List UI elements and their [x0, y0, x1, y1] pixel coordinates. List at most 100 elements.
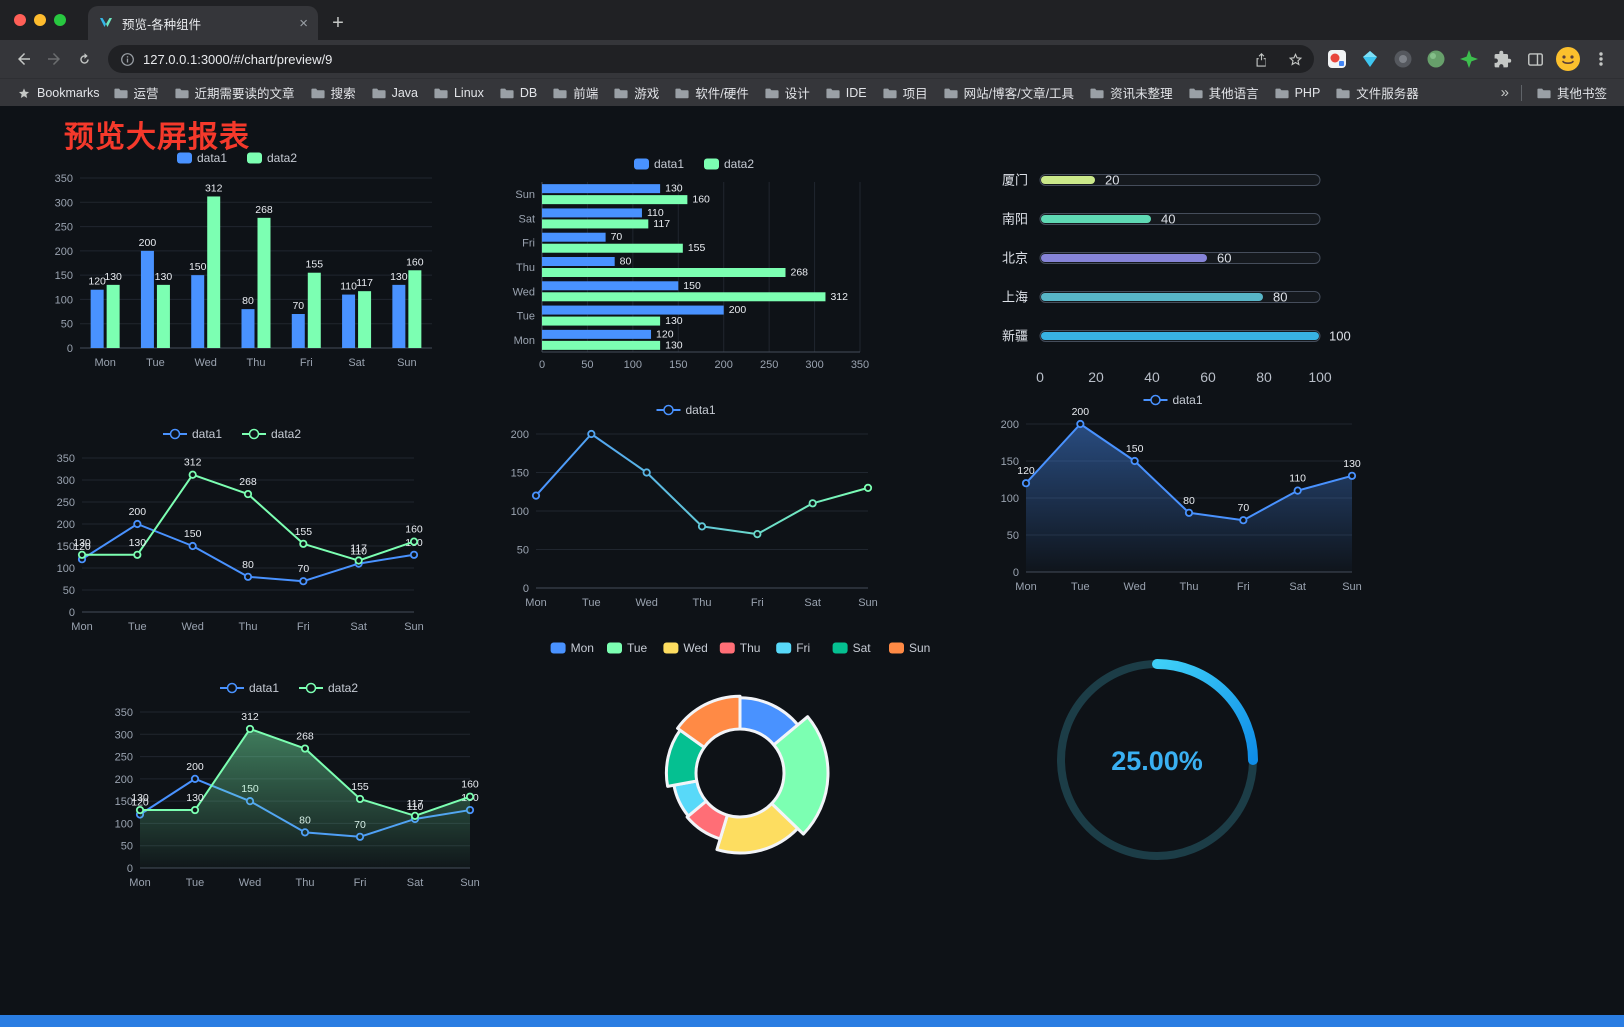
page-title: 预览大屏报表	[64, 121, 250, 154]
svg-text:130: 130	[665, 183, 683, 195]
bookmark-folder-label: PHP	[1294, 85, 1321, 100]
folder-icon	[1275, 88, 1289, 98]
bookmark-folder-label: 资讯未整理	[1110, 87, 1173, 101]
svg-text:150: 150	[57, 541, 75, 553]
bookmark-folder[interactable]: 前端	[546, 80, 605, 105]
svg-text:50: 50	[121, 841, 133, 853]
bookmark-folder[interactable]: 游戏	[607, 80, 666, 105]
url-text[interactable]: 127.0.0.1:3000/#/chart/preview/9	[143, 51, 333, 67]
folder-icon	[1090, 88, 1104, 98]
bookmark-folder[interactable]: DB	[493, 83, 544, 103]
capsule-progress-chart[interactable]: 厦门 20 南阳 40 北京 60 上海 80 新疆 100 0 20 40 60 80 100	[986, 160, 1364, 398]
extensions-puzzle-icon[interactable]	[1489, 46, 1515, 72]
bookmarks-overflow-chevron[interactable]: »	[1500, 84, 1509, 101]
dual-line-area-chart[interactable]: data1 data2 0 50 100 150 200 250 300 350 Mon Tue Wed…	[96, 676, 486, 902]
bookmarks-divider	[1520, 84, 1522, 101]
line-chart-svg: data1 data2 0 50 100 150 200 250 300 350 Mon Tue Wed…	[57, 427, 424, 633]
tab-favicon-icon	[98, 15, 114, 31]
extension-blue-gem-icon[interactable]	[1357, 46, 1383, 72]
bookmark-folder[interactable]: Java	[365, 83, 425, 103]
back-button[interactable]	[10, 45, 38, 73]
svg-text:200: 200	[1001, 419, 1019, 431]
legend-item: data2	[247, 151, 297, 165]
share-icon[interactable]	[1248, 46, 1274, 72]
bookmark-folder[interactable]: PHP	[1268, 83, 1328, 103]
dual-line-chart[interactable]: data1 data2 0 50 100 150 200 250 300 350 Mon Tue Wed…	[38, 422, 430, 646]
bookmark-folder-label: 设计	[784, 87, 810, 101]
extension-red-icon[interactable]	[1324, 46, 1350, 72]
reload-button[interactable]	[70, 45, 98, 73]
site-info-icon[interactable]	[120, 52, 135, 67]
svg-text:Sat: Sat	[1289, 581, 1306, 593]
profile-avatar[interactable]	[1555, 46, 1581, 72]
legend-item: data1	[177, 151, 227, 165]
bookmark-folder[interactable]: 其他语言	[1182, 80, 1266, 105]
svg-text:268: 268	[790, 267, 808, 279]
bookmark-folder[interactable]: 软件/硬件	[668, 80, 755, 105]
bookmark-star-icon[interactable]	[1282, 46, 1308, 72]
legend-item: Wed	[663, 641, 708, 655]
other-bookmarks-folder[interactable]: 其他书签	[1530, 80, 1614, 105]
svg-text:150: 150	[1126, 443, 1144, 455]
area-line-chart[interactable]: data1 0 50 100 150 200 Mon Tue Wed Thu Fri Sat Sun 12…	[982, 388, 1368, 606]
minimize-window-button[interactable]	[34, 14, 46, 26]
extension-green-star-icon[interactable]	[1456, 46, 1482, 72]
svg-text:155: 155	[295, 526, 313, 538]
svg-text:150: 150	[115, 796, 133, 808]
svg-text:100: 100	[1001, 493, 1019, 505]
address-bar[interactable]: 127.0.0.1:3000/#/chart/preview/9	[108, 45, 1314, 73]
svg-text:200: 200	[186, 761, 204, 773]
svg-text:data1: data1	[1173, 393, 1203, 407]
grouped-bar-chart[interactable]: data1 data2 0 50 100 150 200 250 300 350 Mon 120 130…	[38, 146, 440, 378]
svg-text:data2: data2	[271, 427, 301, 441]
svg-text:50: 50	[581, 359, 593, 371]
bookmark-folder-label: 前端	[573, 87, 599, 101]
bookmarks-root-item[interactable]: Bookmarks	[10, 83, 107, 103]
forward-button[interactable]	[40, 45, 68, 73]
folder-icon	[675, 88, 689, 98]
new-tab-button[interactable]: +	[332, 11, 344, 34]
legend-item: Fri	[776, 641, 810, 655]
bookmark-folder[interactable]: 资讯未整理	[1083, 80, 1180, 105]
bookmark-folder[interactable]: 项目	[876, 80, 935, 105]
bookmark-folder[interactable]: IDE	[819, 83, 874, 103]
extensions-area	[1324, 46, 1614, 72]
line-chart-svg: data1 0 50 100 150 200 Mon Tue Wed Thu Fri Sat Sun	[511, 403, 878, 609]
folder-icon	[553, 88, 567, 98]
donut-chart[interactable]: Mon Tue Wed Thu Fri Sat Sun	[540, 634, 940, 884]
bookmarks-bar-right: » 其他书签	[1497, 80, 1614, 105]
svg-text:40: 40	[1144, 369, 1160, 385]
horizontal-bar-chart[interactable]: data1 data2 0 50 100 150 200 250 300 350 Mon 120 130…	[496, 152, 896, 382]
close-window-button[interactable]	[14, 14, 26, 26]
fullscreen-window-button[interactable]	[54, 14, 66, 26]
bookmark-folder[interactable]: 网站/博客/文章/工具	[937, 80, 1081, 105]
tab-close-icon[interactable]: ×	[299, 14, 308, 32]
svg-text:312: 312	[184, 457, 202, 469]
svg-text:110: 110	[407, 801, 424, 813]
svg-text:0: 0	[1036, 369, 1044, 385]
legend-item: data2	[242, 427, 301, 441]
svg-text:Sun: Sun	[909, 641, 930, 655]
extension-dark-circle-icon[interactable]	[1390, 46, 1416, 72]
svg-text:130: 130	[665, 315, 683, 327]
bookmark-folder[interactable]: 搜索	[304, 80, 363, 105]
svg-text:Wed: Wed	[195, 357, 217, 369]
bookmark-folder[interactable]: 近期需要读的文章	[168, 80, 302, 105]
gradient-line-chart[interactable]: data1 0 50 100 150 200 Mon Tue Wed Thu Fri Sat Sun	[492, 398, 884, 622]
bookmark-folder[interactable]: 设计	[758, 80, 817, 105]
svg-text:Wed: Wed	[635, 597, 657, 609]
extension-green-circle-icon[interactable]	[1423, 46, 1449, 72]
svg-text:0: 0	[1013, 567, 1019, 579]
bookmark-folder[interactable]: Linux	[427, 83, 491, 103]
gauge-chart[interactable]: 25.00%	[1036, 644, 1278, 876]
menu-kebab-icon[interactable]	[1588, 46, 1614, 72]
bookmark-folder[interactable]: 运营	[107, 80, 166, 105]
svg-text:Mon: Mon	[571, 641, 594, 655]
folder-icon	[765, 88, 779, 98]
svg-text:350: 350	[851, 359, 869, 371]
browser-tab[interactable]: 预览-各种组件 ×	[88, 6, 318, 40]
svg-text:150: 150	[1001, 456, 1019, 468]
svg-text:100: 100	[1308, 369, 1332, 385]
bookmark-folder[interactable]: 文件服务器	[1329, 80, 1426, 105]
sidebar-toggle-icon[interactable]	[1522, 46, 1548, 72]
